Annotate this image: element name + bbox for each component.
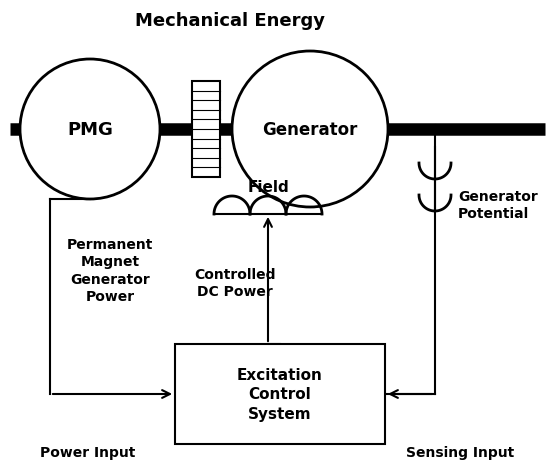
Text: Permanent
Magnet
Generator
Power: Permanent Magnet Generator Power	[67, 238, 153, 303]
Text: PMG: PMG	[67, 121, 113, 139]
Circle shape	[232, 52, 388, 208]
Bar	[175, 344, 385, 444]
Text: Power Input: Power Input	[41, 445, 135, 459]
Text: Field: Field	[247, 179, 289, 195]
Text: Excitation
Control
System: Excitation Control System	[237, 367, 323, 421]
Text: Generator
Potential: Generator Potential	[458, 189, 538, 221]
Text: Sensing Input: Sensing Input	[406, 445, 514, 459]
Text: Controlled
DC Power: Controlled DC Power	[194, 268, 276, 298]
Bar	[192, 82, 220, 178]
Text: Mechanical Energy: Mechanical Energy	[135, 12, 325, 30]
Text: Generator: Generator	[263, 121, 357, 139]
Circle shape	[20, 60, 160, 199]
